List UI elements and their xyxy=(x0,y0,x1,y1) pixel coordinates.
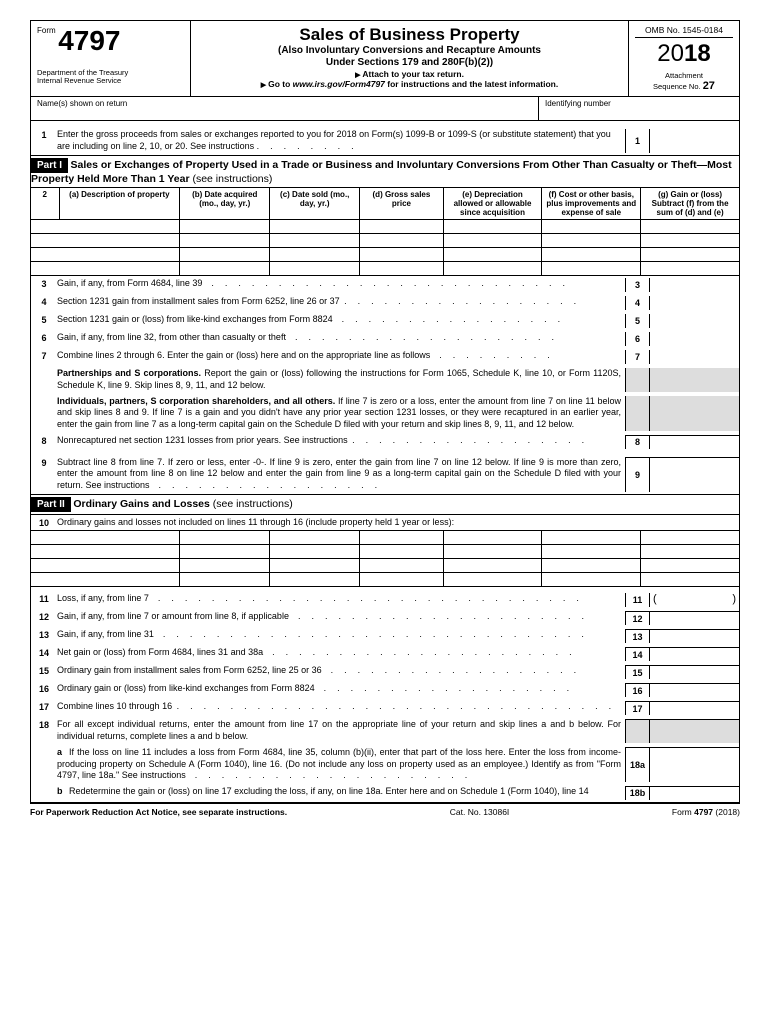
line-18: 18 For all except individual returns, en… xyxy=(30,717,740,744)
col-g: (g) Gain or (loss) Subtract (f) from the… xyxy=(641,188,740,220)
table-row[interactable] xyxy=(31,248,740,262)
name-id-row: Name(s) shown on return Identifying numb… xyxy=(30,97,740,121)
line-12-value[interactable] xyxy=(649,611,739,625)
id-label[interactable]: Identifying number xyxy=(539,97,739,120)
part-1-table: 2 (a) Description of property (b) Date a… xyxy=(30,188,740,277)
omb: OMB No. 1545-0184 xyxy=(635,25,733,38)
footer-center: Cat. No. 13086I xyxy=(450,807,510,817)
line-14-value[interactable] xyxy=(649,647,739,661)
footer-left: For Paperwork Reduction Act Notice, see … xyxy=(30,807,287,817)
line-9: 9 Subtract line 8 from line 7. If zero o… xyxy=(30,451,740,495)
instr2: Go to www.irs.gov/Form4797 for instructi… xyxy=(197,79,622,89)
part-2-title: Ordinary Gains and Losses (see instructi… xyxy=(73,498,292,510)
header-center: Sales of Business Property (Also Involun… xyxy=(191,21,629,96)
line-15-value[interactable] xyxy=(649,665,739,679)
form-number: 4797 xyxy=(58,25,120,57)
col-2-num: 2 xyxy=(31,188,60,220)
subtitle1: (Also Involuntary Conversions and Recapt… xyxy=(197,45,622,57)
line-16: 16 Ordinary gain or (loss) from like-kin… xyxy=(30,681,740,699)
col-d: (d) Gross sales price xyxy=(360,188,443,220)
line-10: 10 Ordinary gains and losses not include… xyxy=(30,515,740,531)
line-6-value[interactable] xyxy=(649,332,739,346)
instr1: Attach to your tax return. xyxy=(197,69,622,79)
line-3: 3 Gain, if any, from Form 4684, line 39 … xyxy=(30,276,740,294)
line-7-value[interactable] xyxy=(649,350,739,364)
line-11: 11 Loss, if any, from line 7 . . . . . .… xyxy=(30,587,740,609)
line-1-text: Enter the gross proceeds from sales or e… xyxy=(57,129,625,152)
tax-year: 2018 xyxy=(635,40,733,68)
line-17: 17 Combine lines 10 through 16 . . . . .… xyxy=(30,699,740,717)
line-18a-value[interactable] xyxy=(649,747,739,782)
line-18b: bRedetermine the gain or (loss) on line … xyxy=(30,784,740,803)
line-8: 8 Nonrecaptured net section 1231 losses … xyxy=(30,433,740,451)
line-13-value[interactable] xyxy=(649,629,739,643)
line-5-value[interactable] xyxy=(649,314,739,328)
table-header-row: 2 (a) Description of property (b) Date a… xyxy=(31,188,740,220)
part-1-header: Part I Sales or Exchanges of Property Us… xyxy=(30,156,740,188)
line-17-value[interactable] xyxy=(649,701,739,715)
names-label[interactable]: Name(s) shown on return xyxy=(31,97,539,120)
part-2-badge: Part II xyxy=(31,497,71,512)
col-c: (c) Date sold (mo., day, yr.) xyxy=(270,188,360,220)
form-word: Form xyxy=(37,26,56,35)
table-row[interactable] xyxy=(31,234,740,248)
part-2-table xyxy=(30,530,740,587)
line-1-num: 1 xyxy=(31,129,57,140)
attach-seq: Attachment Sequence No. 27 xyxy=(635,72,733,92)
line-3-value[interactable] xyxy=(649,278,739,292)
col-a: (a) Description of property xyxy=(59,188,180,220)
line-8-value[interactable] xyxy=(649,435,739,449)
line-6: 6 Gain, if any, from line 32, from other… xyxy=(30,330,740,348)
line-4: 4 Section 1231 gain from installment sal… xyxy=(30,294,740,312)
line-4-value[interactable] xyxy=(649,296,739,310)
table-row[interactable] xyxy=(31,220,740,234)
line-7-note1: Partnerships and S corporations. Report … xyxy=(30,366,740,393)
footer-right: Form 4797 (2018) xyxy=(672,807,740,817)
table-row[interactable] xyxy=(31,545,740,559)
line-15: 15 Ordinary gain from installment sales … xyxy=(30,663,740,681)
header-right: OMB No. 1545-0184 2018 Attachment Sequen… xyxy=(629,21,739,96)
line-18a: aIf the loss on line 11 includes a loss … xyxy=(30,745,740,784)
footer: For Paperwork Reduction Act Notice, see … xyxy=(30,803,740,817)
line-1: 1 Enter the gross proceeds from sales or… xyxy=(30,121,740,155)
subtitle2: Under Sections 179 and 280F(b)(2)) xyxy=(197,57,622,69)
line-9-value[interactable] xyxy=(649,457,739,492)
line-5: 5 Section 1231 gain or (loss) from like-… xyxy=(30,312,740,330)
form-header: Form 4797 Department of the Treasury Int… xyxy=(30,20,740,97)
line-12: 12 Gain, if any, from line 7 or amount f… xyxy=(30,609,740,627)
part-1-badge: Part I xyxy=(31,158,68,173)
dept-line2: Internal Revenue Service xyxy=(37,77,184,85)
line-18b-value[interactable] xyxy=(649,786,739,800)
line-1-box-num: 1 xyxy=(625,129,649,152)
header-left: Form 4797 Department of the Treasury Int… xyxy=(31,21,191,96)
part-2-header: Part II Ordinary Gains and Losses (see i… xyxy=(30,495,740,515)
col-e: (e) Depreciation allowed or allowable si… xyxy=(443,188,542,220)
dept-block: Department of the Treasury Internal Reve… xyxy=(37,69,184,86)
line-7-note2: Individuals, partners, S corporation sha… xyxy=(30,394,740,433)
table-row[interactable] xyxy=(31,262,740,276)
title-main: Sales of Business Property xyxy=(197,25,622,45)
line-7: 7 Combine lines 2 through 6. Enter the g… xyxy=(30,348,740,366)
line-13: 13 Gain, if any, from line 31 . . . . . … xyxy=(30,627,740,645)
table-row[interactable] xyxy=(31,573,740,587)
line-1-value[interactable] xyxy=(649,129,739,152)
line-16-value[interactable] xyxy=(649,683,739,697)
col-f: (f) Cost or other basis, plus improvemen… xyxy=(542,188,641,220)
table-row[interactable] xyxy=(31,559,740,573)
table-row[interactable] xyxy=(31,531,740,545)
col-b: (b) Date acquired (mo., day, yr.) xyxy=(180,188,270,220)
line-14: 14 Net gain or (loss) from Form 4684, li… xyxy=(30,645,740,663)
part-1-title: Sales or Exchanges of Property Used in a… xyxy=(31,159,732,185)
line-11-value[interactable]: () xyxy=(649,593,739,607)
